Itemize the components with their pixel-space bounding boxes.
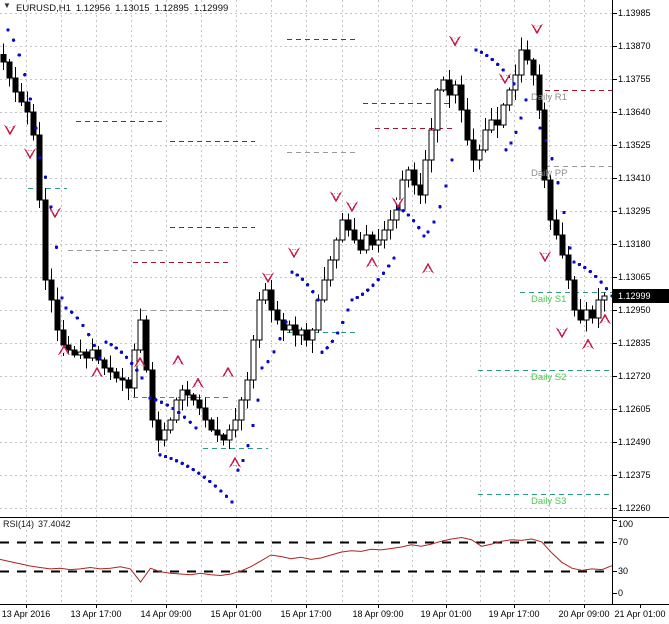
pivot-level-label: Daily PP bbox=[531, 167, 568, 179]
down-signal-arrow-icon bbox=[391, 197, 405, 209]
price-axis-label: 1.13065 bbox=[618, 272, 651, 282]
down-signal-arrow-icon bbox=[555, 327, 569, 339]
ohlc-high: 1.13015 bbox=[115, 3, 150, 14]
rsi-scale-label: 30 bbox=[618, 566, 629, 577]
ohlc-open: 1.12956 bbox=[75, 3, 111, 14]
price-axis-label: 1.13870 bbox=[618, 40, 651, 51]
price-axis-label: 1.13985 bbox=[618, 7, 651, 18]
rsi-value: 37.4042 bbox=[38, 519, 71, 529]
up-signal-arrow-icon bbox=[191, 377, 205, 389]
price-axis-label: 1.12260 bbox=[618, 503, 651, 513]
pivot-level-label: Daily S3 bbox=[531, 495, 567, 507]
time-axis-label: 21 Apr 01:00 bbox=[614, 609, 666, 619]
time-axis-label: 19 Apr 01:00 bbox=[420, 609, 472, 619]
rsi-scale-label: 70 bbox=[618, 536, 629, 547]
rsi-indicator-label: RSI(14) 37.4042 bbox=[3, 519, 75, 529]
price-axis-label: 1.12950 bbox=[618, 305, 651, 315]
time-axis-label: 15 Apr 17:00 bbox=[280, 609, 332, 619]
down-signal-arrow-icon bbox=[498, 73, 512, 85]
down-signal-arrow-icon bbox=[530, 23, 544, 35]
down-signal-arrow-icon bbox=[329, 191, 343, 203]
symbol-dropdown-icon[interactable]: ▼ bbox=[3, 1, 11, 10]
rsi-scale-label: 0 bbox=[618, 588, 624, 598]
price-axis-label: 1.12605 bbox=[618, 404, 651, 414]
current-price-tag: 1.12999 bbox=[613, 289, 669, 303]
time-axis-label: 14 Apr 09:00 bbox=[140, 609, 192, 619]
ohlc-low: 1.12895 bbox=[154, 3, 189, 14]
price-axis-label: 1.12720 bbox=[618, 371, 651, 381]
time-axis-label: 20 Apr 09:00 bbox=[558, 609, 610, 619]
pivot-level-label: Daily S2 bbox=[531, 371, 567, 383]
down-signal-arrow-icon bbox=[287, 247, 301, 259]
price-axis-label: 1.13525 bbox=[618, 140, 651, 150]
price-axis-label: 1.12375 bbox=[618, 470, 651, 480]
up-signal-arrow-icon bbox=[133, 356, 147, 368]
price-axis-label: 1.13295 bbox=[618, 206, 651, 216]
time-axis-label: 19 Apr 17:00 bbox=[488, 609, 540, 619]
rsi-scale-label: 100 bbox=[618, 519, 634, 529]
up-signal-arrow-icon bbox=[57, 344, 71, 356]
chart-ohlc-header: EURUSD,H1 1.12956 1.13015 1.12895 1.12999 bbox=[16, 3, 233, 14]
down-signal-arrow-icon bbox=[538, 251, 552, 263]
down-signal-arrow-icon bbox=[261, 272, 275, 284]
down-signal-arrow-icon bbox=[48, 207, 62, 219]
up-signal-arrow-icon bbox=[421, 262, 435, 274]
price-axis-label: 1.12490 bbox=[618, 437, 651, 447]
down-signal-arrow-icon bbox=[3, 124, 17, 136]
time-axis-label: 15 Apr 01:00 bbox=[210, 609, 262, 619]
price-axis-label: 1.13640 bbox=[618, 106, 651, 117]
price-axis-label: 1.12835 bbox=[618, 338, 651, 348]
time-axis-label: 13 Apr 17:00 bbox=[70, 609, 122, 619]
up-signal-arrow-icon bbox=[598, 313, 612, 325]
up-signal-arrow-icon bbox=[228, 456, 242, 468]
price-axis-label: 1.13180 bbox=[618, 239, 651, 249]
price-axis-label: 1.13410 bbox=[618, 173, 651, 183]
pivot-level-label: Daily S1 bbox=[531, 293, 567, 305]
up-signal-arrow-icon bbox=[221, 366, 235, 378]
pivot-level-label: Daily R1 bbox=[531, 91, 567, 103]
down-signal-arrow-icon bbox=[448, 35, 462, 47]
time-axis-label: 18 Apr 09:00 bbox=[352, 609, 404, 619]
up-signal-arrow-icon bbox=[581, 338, 595, 350]
up-signal-arrow-icon bbox=[365, 256, 379, 268]
down-signal-arrow-icon bbox=[345, 201, 359, 213]
down-signal-arrow-icon bbox=[23, 148, 37, 160]
up-signal-arrow-icon bbox=[90, 366, 104, 378]
time-axis-label: 13 Apr 2016 bbox=[1, 609, 51, 619]
ohlc-close: 1.12999 bbox=[193, 3, 229, 14]
up-signal-arrow-icon bbox=[171, 354, 185, 366]
price-axis-label: 1.13755 bbox=[618, 73, 651, 84]
symbol-label: EURUSD,H1 bbox=[16, 3, 71, 14]
rsi-name: RSI(14) bbox=[3, 519, 35, 529]
